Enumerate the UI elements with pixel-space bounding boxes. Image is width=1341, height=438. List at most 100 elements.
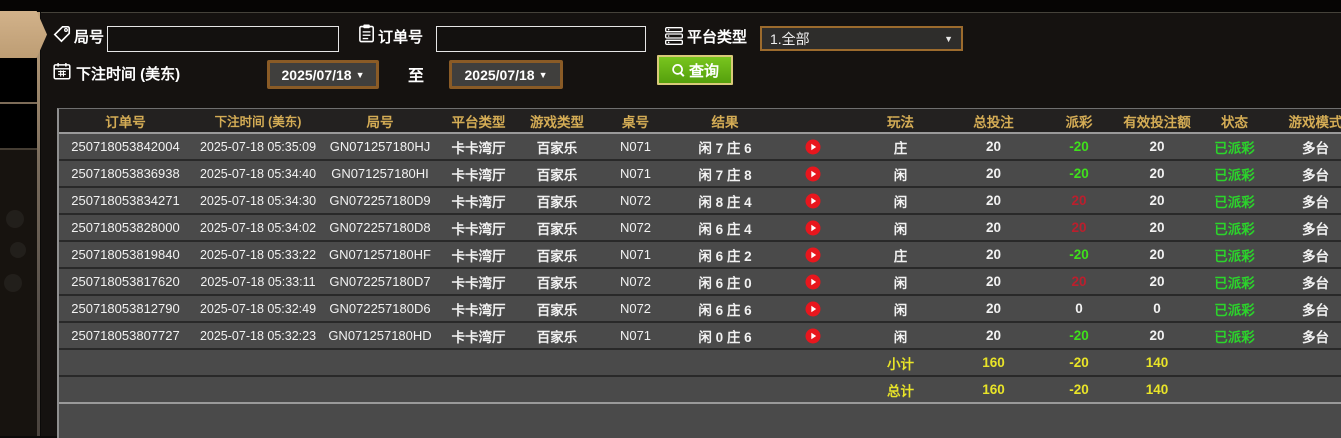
play-video-button[interactable] bbox=[805, 220, 821, 236]
result-cell: 闲 7 庄 8 bbox=[698, 167, 752, 183]
play-video-button[interactable] bbox=[805, 247, 821, 263]
play-video-button[interactable] bbox=[805, 139, 821, 155]
subtotal-valid-bet: 140 bbox=[1145, 355, 1169, 370]
game-mode-cell: 多台 bbox=[1302, 329, 1329, 345]
total-row: 总计 160 -20 140 bbox=[59, 377, 1341, 404]
game-no-cell: GN071257180HD bbox=[328, 328, 432, 343]
subtotal-label: 小计 bbox=[887, 356, 914, 372]
play-video-button[interactable] bbox=[805, 166, 821, 182]
total-bet-cell: 20 bbox=[985, 139, 1002, 154]
bet-time-cell: 2025-07-18 05:33:11 bbox=[200, 274, 316, 289]
game-no-cell: GN072257180D7 bbox=[329, 274, 431, 289]
total-valid-bet: 140 bbox=[1145, 382, 1169, 397]
order-no-cell: 250718053842004 bbox=[71, 139, 180, 154]
play-cell bbox=[772, 138, 854, 155]
background-block bbox=[0, 104, 37, 150]
bet-time-cell: 2025-07-18 05:34:40 bbox=[199, 166, 317, 181]
game-no-input[interactable] bbox=[107, 26, 339, 52]
table-no-cell: N072 bbox=[619, 220, 652, 235]
platform-list-icon bbox=[664, 26, 684, 46]
game-no-cell: GN071257180HF bbox=[329, 247, 431, 262]
payout-cell: 20 bbox=[1071, 193, 1087, 208]
table-no-cell: N072 bbox=[619, 274, 652, 289]
bet-time-cell: 2025-07-18 05:33:22 bbox=[199, 247, 317, 262]
valid-bet-cell: 20 bbox=[1149, 247, 1165, 262]
platform-cell: 卡卡湾厅 bbox=[451, 275, 506, 291]
play-video-button[interactable] bbox=[805, 274, 821, 290]
payout-cell: -20 bbox=[1069, 139, 1089, 154]
game-type-cell: 百家乐 bbox=[536, 194, 578, 210]
table-row: 250718053807727 2025-07-18 05:32:23 GN07… bbox=[59, 323, 1341, 350]
valid-bet-cell: 0 bbox=[1153, 301, 1161, 316]
top-black-strip bbox=[0, 0, 1341, 12]
table-row: 250718053817620 2025-07-18 05:33:11 GN07… bbox=[59, 269, 1341, 296]
table-row: 250718053836938 2025-07-18 05:34:40 GN07… bbox=[59, 161, 1341, 188]
table-row: 250718053812790 2025-07-18 05:32:49 GN07… bbox=[59, 296, 1341, 323]
payout-cell: -20 bbox=[1069, 166, 1089, 181]
table-no-cell: N072 bbox=[619, 193, 652, 208]
table-no-cell: N071 bbox=[619, 139, 652, 154]
valid-bet-cell: 20 bbox=[1149, 166, 1165, 181]
platform-type-label: 平台类型 bbox=[687, 29, 748, 46]
status-badge: 已派彩 bbox=[1214, 221, 1255, 237]
col-platform: 平台类型 bbox=[451, 114, 506, 130]
date-from-picker[interactable]: 2025/07/18 ▼ bbox=[267, 60, 379, 89]
order-no-input[interactable] bbox=[436, 26, 646, 52]
query-button-label: 查询 bbox=[688, 62, 719, 80]
play-video-button[interactable] bbox=[805, 301, 821, 317]
platform-type-selected: 1.全部 bbox=[770, 30, 810, 47]
col-result: 结果 bbox=[711, 114, 739, 130]
total-label: 总计 bbox=[887, 383, 914, 399]
calendar-icon bbox=[52, 61, 72, 81]
platform-type-dropdown[interactable]: 1.全部 ▼ bbox=[760, 26, 963, 51]
col-total-bet: 总投注 bbox=[973, 114, 1014, 130]
play-video-button[interactable] bbox=[805, 193, 821, 209]
play-cell bbox=[772, 327, 854, 344]
play-cell bbox=[772, 165, 854, 182]
play-type-cell: 庄 bbox=[893, 140, 908, 156]
play-cell bbox=[772, 219, 854, 236]
side-collapse-handle[interactable] bbox=[0, 11, 47, 58]
total-bet-cell: 20 bbox=[985, 220, 1002, 235]
platform-cell: 卡卡湾厅 bbox=[451, 329, 506, 345]
table-row: 250718053819840 2025-07-18 05:33:22 GN07… bbox=[59, 242, 1341, 269]
game-mode-cell: 多台 bbox=[1302, 194, 1329, 210]
game-mode-cell: 多台 bbox=[1302, 248, 1329, 264]
total-bet-cell: 20 bbox=[985, 274, 1002, 289]
order-no-cell: 250718053807727 bbox=[71, 328, 180, 343]
play-type-cell: 闲 bbox=[893, 221, 908, 237]
play-video-button[interactable] bbox=[805, 328, 821, 344]
order-no-cell: 250718053817620 bbox=[71, 274, 180, 289]
payout-cell: -20 bbox=[1069, 328, 1089, 343]
platform-cell: 卡卡湾厅 bbox=[451, 302, 506, 318]
table-row: 250718053834271 2025-07-18 05:34:30 GN07… bbox=[59, 188, 1341, 215]
col-game-mode: 游戏模式 bbox=[1288, 114, 1341, 130]
payout-cell: -20 bbox=[1069, 247, 1089, 262]
bet-time-cell: 2025-07-18 05:32:49 bbox=[199, 301, 317, 316]
result-cell: 闲 0 庄 6 bbox=[698, 329, 752, 345]
status-badge: 已派彩 bbox=[1214, 167, 1255, 183]
game-no-label: 局号 bbox=[74, 29, 105, 46]
date-to-picker[interactable]: 2025/07/18 ▼ bbox=[449, 60, 563, 89]
table-header-row: 订单号 下注时间 (美东) 局号 平台类型 游戏类型 桌号 结果 玩法 总投注 … bbox=[59, 109, 1341, 134]
subtotal-total-bet: 160 bbox=[982, 355, 1005, 370]
col-table-no: 桌号 bbox=[622, 114, 649, 130]
bet-time-cell: 2025-07-18 05:34:02 bbox=[199, 220, 317, 235]
game-no-cell: GN071257180HI bbox=[331, 166, 429, 181]
order-no-cell: 250718053828000 bbox=[71, 220, 180, 235]
status-badge: 已派彩 bbox=[1214, 194, 1255, 210]
tag-icon bbox=[52, 24, 72, 44]
play-type-cell: 闲 bbox=[893, 167, 908, 183]
total-bet-cell: 20 bbox=[985, 193, 1002, 208]
table-body: 250718053842004 2025-07-18 05:35:09 GN07… bbox=[59, 134, 1341, 350]
table-row: 250718053828000 2025-07-18 05:34:02 GN07… bbox=[59, 215, 1341, 242]
total-bet-cell: 20 bbox=[985, 247, 1002, 262]
game-type-cell: 百家乐 bbox=[536, 140, 578, 156]
order-no-cell: 250718053836938 bbox=[71, 166, 180, 181]
subtotal-row: 小计 160 -20 140 bbox=[59, 350, 1341, 377]
platform-cell: 卡卡湾厅 bbox=[451, 221, 506, 237]
status-badge: 已派彩 bbox=[1214, 275, 1255, 291]
result-cell: 闲 7 庄 6 bbox=[698, 140, 752, 156]
query-button[interactable]: 查询 bbox=[657, 55, 733, 85]
order-no-cell: 250718053819840 bbox=[71, 247, 180, 262]
